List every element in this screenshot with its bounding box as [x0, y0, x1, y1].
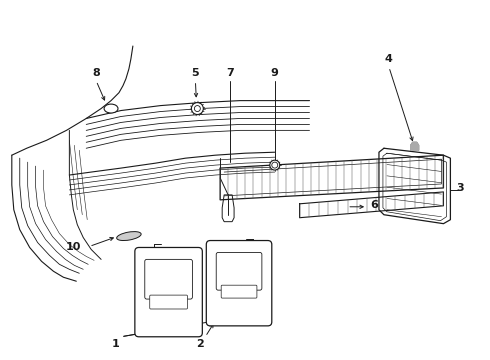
FancyBboxPatch shape — [216, 252, 262, 290]
FancyBboxPatch shape — [221, 285, 257, 298]
Circle shape — [272, 162, 278, 168]
Ellipse shape — [117, 231, 141, 240]
Text: 7: 7 — [226, 68, 234, 78]
Polygon shape — [411, 142, 418, 150]
Circle shape — [270, 160, 280, 170]
FancyBboxPatch shape — [145, 260, 193, 299]
Text: 8: 8 — [92, 68, 100, 78]
FancyBboxPatch shape — [135, 247, 202, 337]
FancyBboxPatch shape — [150, 295, 188, 309]
Circle shape — [192, 103, 203, 114]
FancyBboxPatch shape — [206, 240, 272, 326]
Text: 9: 9 — [271, 68, 279, 78]
Text: 1: 1 — [112, 339, 120, 349]
Circle shape — [195, 105, 200, 112]
Ellipse shape — [104, 104, 118, 113]
Text: 5: 5 — [192, 68, 199, 78]
Text: 3: 3 — [457, 183, 464, 193]
Text: 10: 10 — [66, 243, 81, 252]
Text: 4: 4 — [385, 54, 393, 64]
Text: 6: 6 — [370, 200, 378, 210]
Text: 2: 2 — [196, 339, 204, 349]
